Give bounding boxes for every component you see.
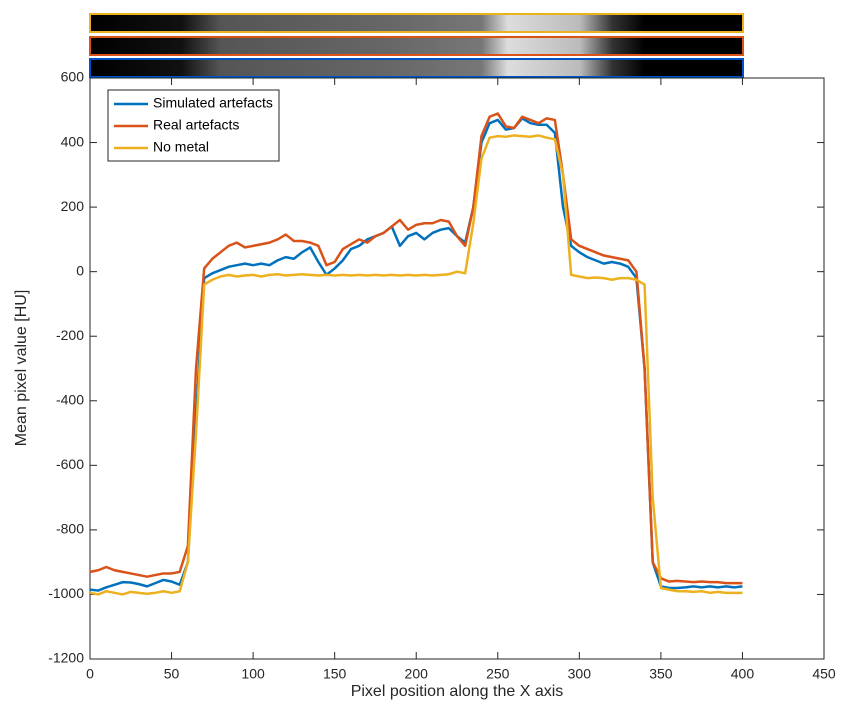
series-line (90, 114, 742, 584)
legend-label: Real artefacts (153, 117, 239, 133)
x-tick-label: 0 (86, 666, 94, 682)
y-tick-label: 400 (61, 133, 85, 149)
y-tick-label: 200 (61, 198, 85, 214)
image-strips (90, 14, 743, 77)
y-tick-label: -1200 (48, 650, 84, 666)
x-tick-label: 100 (241, 666, 265, 682)
x-tick-label: 400 (731, 666, 755, 682)
y-tick-label: -1000 (48, 585, 84, 601)
x-tick-label: 250 (486, 666, 510, 682)
strip-real (90, 37, 743, 55)
page: {"chart_data": {"type": "line", "xlabel"… (0, 0, 859, 711)
x-axis-title: Pixel position along the X axis (351, 683, 564, 700)
y-tick-label: -800 (56, 521, 84, 537)
x-tick-label: 50 (164, 666, 180, 682)
x-tick-label: 350 (649, 666, 673, 682)
legend-label: No metal (153, 139, 209, 155)
figure: Pixel position along the X axis Mean pix… (0, 0, 859, 711)
x-tick-label: 150 (323, 666, 347, 682)
y-tick-label: 0 (76, 262, 84, 278)
y-tick-label: -200 (56, 327, 84, 343)
x-tick-label: 200 (405, 666, 429, 682)
y-tick-label: -600 (56, 456, 84, 472)
y-tick-label: -400 (56, 391, 84, 407)
legend-label: Simulated artefacts (153, 95, 273, 111)
y-tick-label: 600 (61, 69, 85, 85)
x-tick-label: 300 (568, 666, 592, 682)
strip-simulated (90, 59, 743, 77)
x-tick-label: 450 (812, 666, 836, 682)
y-axis-title: Mean pixel value [HU] (13, 290, 30, 447)
strip-no-metal (90, 14, 743, 32)
